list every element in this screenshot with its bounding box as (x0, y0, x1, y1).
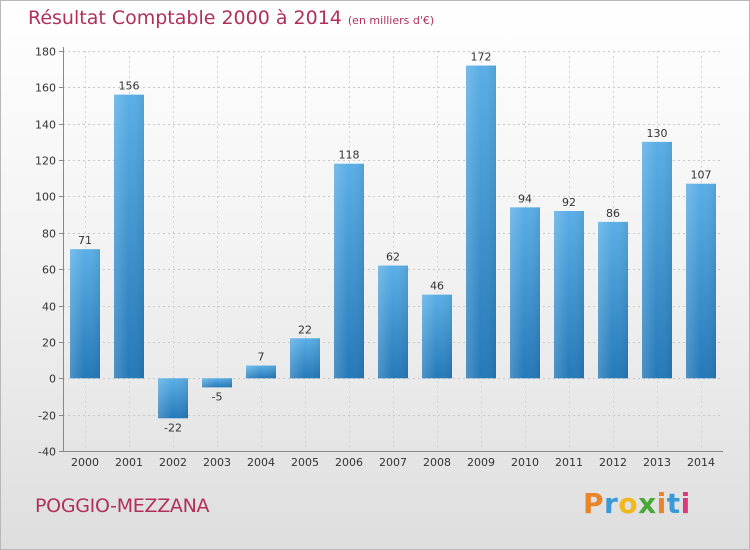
commune-name: POGGIO-MEZZANA (35, 495, 210, 517)
x-tick-label: 2003 (203, 456, 231, 469)
logo-letter: i (656, 487, 667, 520)
data-label: 156 (119, 80, 140, 93)
x-tick-label: 2010 (511, 456, 539, 469)
x-tick-label: 2007 (379, 456, 407, 469)
logo-letter: t (666, 487, 681, 520)
x-tick-label: 2001 (115, 456, 143, 469)
x-tick-label: 2004 (247, 456, 275, 469)
bar-2009 (466, 65, 496, 379)
y-tick-label: 100 (35, 191, 56, 204)
axes: -40 -20 0 20 40 60 80 100 120 140 160 180 2000 2001 20… (35, 46, 723, 469)
data-label: 7 (258, 351, 265, 364)
bar-2011 (554, 211, 584, 379)
y-tick-label: 180 (35, 46, 56, 59)
data-label: 118 (339, 149, 360, 162)
bar-2007 (378, 265, 408, 379)
bar-2001 (114, 94, 144, 379)
bar-2010 (510, 207, 540, 379)
y-tick-label: 160 (35, 82, 56, 95)
y-tick-label: 140 (35, 119, 56, 132)
y-tick-label: 40 (42, 301, 56, 314)
y-tick-label: 20 (42, 337, 56, 350)
logo-letter: P (583, 487, 605, 520)
x-tick-label: 2013 (643, 456, 671, 469)
bar-2008 (422, 294, 452, 379)
data-label: 94 (518, 192, 532, 205)
y-tick-label: -40 (38, 446, 56, 459)
bar-2003 (202, 378, 232, 388)
logo-letter: x (638, 487, 657, 520)
bar-2002 (158, 378, 188, 419)
x-tick-label: 2006 (335, 456, 363, 469)
y-tick-label: 0 (49, 373, 56, 386)
bar-2004 (246, 365, 276, 379)
y-tick-label: 80 (42, 228, 56, 241)
x-tick-label: 2009 (467, 456, 495, 469)
data-label: -5 (212, 390, 223, 403)
logo-letter: o (618, 487, 639, 520)
x-tick-label: 2008 (423, 456, 451, 469)
x-tick-label: 2005 (291, 456, 319, 469)
data-label: -22 (164, 421, 182, 434)
y-tick-label: 120 (35, 155, 56, 168)
bar-2013 (642, 141, 672, 379)
data-label: 107 (691, 169, 712, 182)
data-label: 172 (471, 51, 492, 64)
proxiti-logo: Proxiti (583, 487, 691, 520)
data-label: 86 (606, 207, 620, 220)
y-tick-label: 60 (42, 264, 56, 277)
bar-2006 (334, 163, 364, 379)
x-tick-label: 2011 (555, 456, 583, 469)
x-tick-label: 2012 (599, 456, 627, 469)
bar-2005 (290, 338, 320, 379)
data-label: 92 (562, 196, 576, 209)
chart-subtitle: (en milliers d'€) (347, 14, 435, 27)
data-labels: 71 156 -22 -5 7 22 118 62 46 172 94 92 86 130 107 (78, 51, 712, 435)
logo-letter: r (604, 487, 619, 520)
x-tick-label: 2014 (687, 456, 715, 469)
y-tick-label: -20 (38, 410, 56, 423)
data-label: 22 (298, 323, 312, 336)
chart-title: Résultat Comptable 2000 à 2014 (en millie… (28, 7, 434, 29)
bar-2014 (686, 183, 716, 379)
bar-2000 (70, 249, 100, 379)
data-label: 62 (386, 251, 400, 264)
x-tick-label: 2000 (71, 456, 99, 469)
data-label: 71 (78, 234, 92, 247)
chart-title-text: Résultat Comptable 2000 à 2014 (28, 7, 342, 29)
data-label: 46 (430, 280, 444, 293)
bar-2012 (598, 221, 628, 379)
data-label: 130 (647, 127, 668, 140)
x-tick-label: 2002 (159, 456, 187, 469)
logo-letter: i (680, 487, 691, 520)
